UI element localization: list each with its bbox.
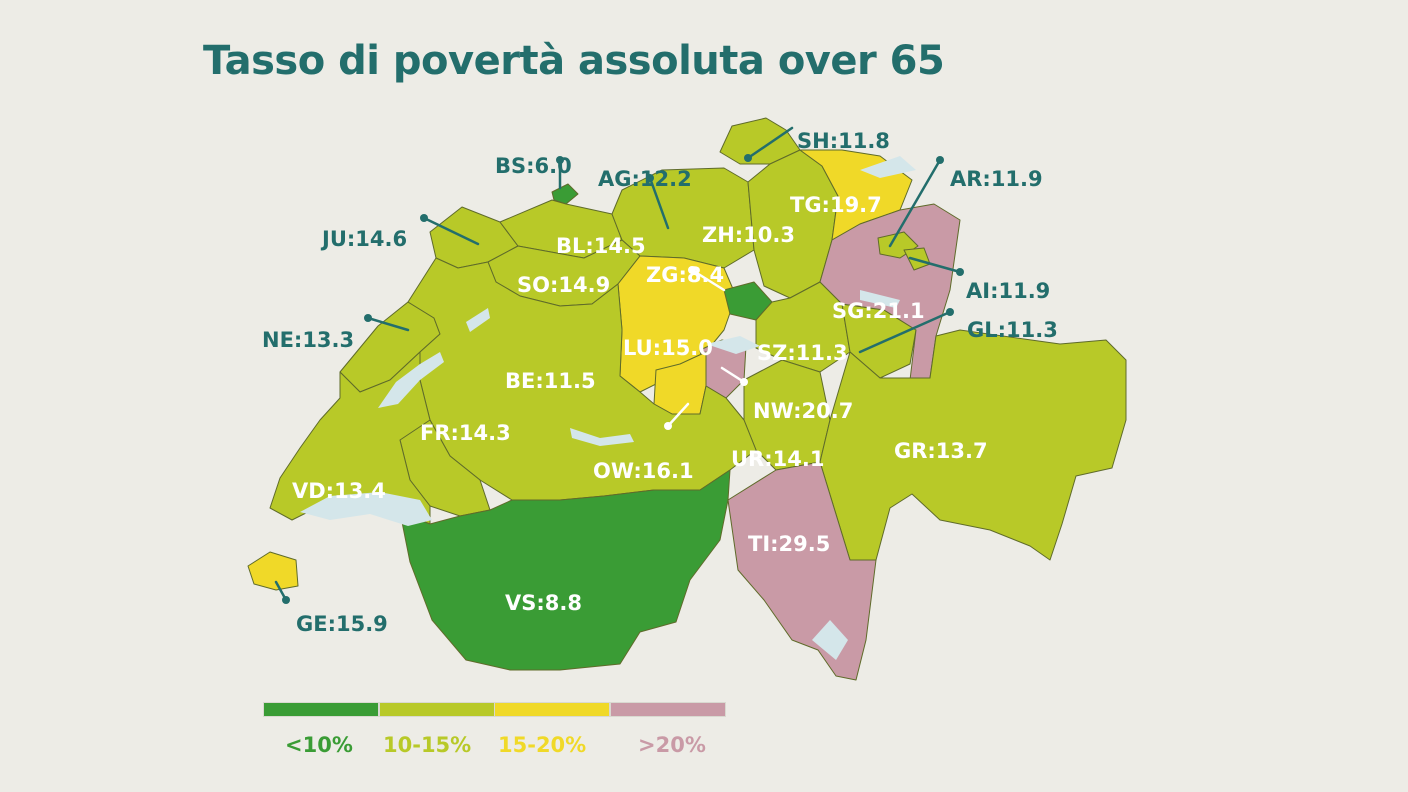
leader-line-zg (690, 268, 726, 292)
leader-dot-bs (556, 156, 564, 164)
map-title: Tasso di povertà assoluta over 65 (203, 38, 945, 84)
canton-label-vd: VD:13.4 (292, 479, 386, 503)
leader-line-ow (666, 402, 690, 428)
leader-line-ar (888, 158, 942, 248)
canton-label-ar: AR:11.9 (950, 167, 1043, 191)
leader-line-ag (648, 176, 670, 230)
leader-line-sh (746, 126, 794, 160)
canton-label-bs: BS:6.0 (495, 154, 572, 178)
canton-label-fr: FR:14.3 (420, 421, 511, 445)
leader-dot-ar (936, 156, 944, 164)
canton-label-ge: GE:15.9 (296, 612, 388, 636)
canton-label-sg: SG:21.1 (832, 299, 925, 323)
canton-label-gl: GL:11.3 (967, 318, 1058, 342)
leader-dot-ag (646, 174, 654, 182)
canton-label-zg: ZG:8.4 (646, 263, 724, 287)
leader-dot-ai (956, 268, 964, 276)
leader-line-ai (908, 256, 962, 274)
lake-1 (300, 492, 432, 526)
leader-dot-sh (744, 154, 752, 162)
canton-label-so: SO:14.9 (517, 273, 610, 297)
leader-dot-ow (664, 422, 672, 430)
leader-dot-gl (946, 308, 954, 316)
canton-label-be: BE:11.5 (505, 369, 596, 393)
leader-dot-ge (282, 596, 290, 604)
lake-7 (812, 620, 848, 660)
canton-label-sz: SZ:11.3 (757, 341, 848, 365)
canton-vs (399, 469, 731, 671)
leader-line-nw (720, 366, 746, 384)
leader-line-ne (366, 316, 410, 332)
canton-sh (719, 117, 801, 165)
canton-label-ow: OW:16.1 (593, 459, 694, 483)
legend-label: 10-15% (383, 733, 472, 757)
canton-label-ne: NE:13.3 (262, 328, 354, 352)
canton-label-ai: AI:11.9 (966, 279, 1050, 303)
canton-label-tg: TG:19.7 (790, 193, 882, 217)
lake-5 (706, 336, 760, 354)
leader-line-ju (422, 216, 480, 246)
legend-label: <10% (285, 733, 353, 757)
lake-6 (860, 156, 916, 178)
lake-4 (570, 428, 634, 446)
canton-label-lu: LU:15.0 (623, 336, 713, 360)
leader-dot-zg (688, 266, 696, 274)
legend-swatch (379, 702, 495, 717)
lake-8 (860, 290, 900, 308)
legend-label: 15-20% (498, 733, 587, 757)
canton-bs (551, 183, 579, 205)
canton-label-bl: BL:14.5 (556, 234, 646, 258)
canton-label-nw: NW:20.7 (753, 399, 853, 423)
leader-dot-ne (364, 314, 372, 322)
leader-dot-ju (420, 214, 428, 222)
leader-line-gl (858, 310, 952, 354)
canton-label-ag: AG:12.2 (598, 167, 692, 191)
canton-label-ur: UR:14.1 (731, 447, 824, 471)
canton-label-vs: VS:8.8 (505, 591, 582, 615)
leader-dot-nw (740, 378, 748, 386)
canton-label-sh: SH:11.8 (797, 129, 890, 153)
canton-label-ti: TI:29.5 (748, 532, 830, 556)
legend-swatch (263, 702, 379, 717)
legend-label: >20% (638, 733, 706, 757)
legend-swatch (494, 702, 610, 717)
canton-ge (247, 551, 299, 591)
lake-2 (378, 352, 444, 408)
canton-label-gr: GR:13.7 (894, 439, 988, 463)
canton-label-ju: JU:14.6 (320, 227, 407, 251)
legend-swatch (610, 702, 726, 717)
lake-3 (466, 308, 490, 332)
canton-label-zh: ZH:10.3 (702, 223, 795, 247)
canton-ti (727, 461, 877, 681)
